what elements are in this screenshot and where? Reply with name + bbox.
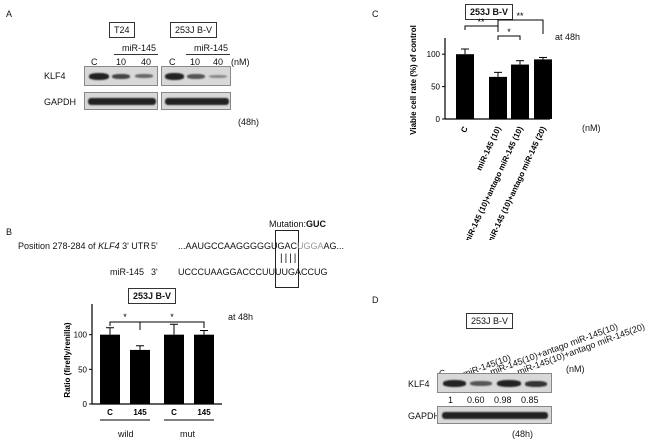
- panel-b-utr-seq-a: ...AAUGCCAAGGGGGUGAC: [178, 241, 298, 251]
- panel-a-blot-gapdh-253j: [161, 92, 231, 110]
- b-ytick-label-0: 0: [83, 400, 88, 409]
- panel-a-treat1-line: [114, 54, 158, 55]
- c-bar-1: [489, 76, 507, 119]
- panel-a-lane-5: 10: [190, 57, 201, 67]
- panel-b-at: at 48h: [228, 312, 254, 322]
- c-sig-bracket-1: [464, 25, 499, 32]
- panel-a-row-gapdh: GAPDH: [44, 97, 77, 107]
- panel-a-blot-gapdh-t24: [84, 92, 158, 110]
- panel-b-utr-seq: ...AAUGCCAAGGGGGUGACUGGAAG...: [178, 242, 344, 251]
- panel-a-blot-klf4-253j: [161, 66, 231, 86]
- panel-d-blot-klf4: [437, 373, 552, 393]
- b-ytick-label-1: 50: [78, 365, 87, 374]
- b-sig-bracket-2: [139, 321, 205, 330]
- panel-d-quant-1: 1: [448, 395, 454, 405]
- panel-a-treat1: miR-145: [122, 43, 157, 53]
- panel-a-time: (48h): [238, 117, 260, 127]
- panel-b-position-gene: KLF4: [98, 241, 120, 251]
- panel-d-unit: (nM): [566, 364, 585, 374]
- b-bar-2: [164, 334, 184, 404]
- b-bar-1: [130, 349, 150, 404]
- panel-a-blot-klf4-t24: [84, 66, 158, 86]
- panel-d-row-gapdh: GAPDH: [408, 411, 441, 421]
- c-ytick-label-0: 0: [436, 115, 441, 124]
- b-ytick-label-2: 100: [74, 331, 88, 340]
- b-sig-1: *: [123, 312, 127, 322]
- panel-b-mutation-label: Mutation:: [269, 219, 307, 229]
- panel-a-treat2-line: [186, 54, 230, 55]
- panel-b-utr-seq-c: AG...: [323, 241, 345, 251]
- b-bar-3: [194, 334, 214, 404]
- c-ytick-label-2: 100: [427, 50, 441, 59]
- panel-b-mir-name: miR-145: [110, 267, 145, 277]
- b-xtick-0: C: [107, 408, 113, 417]
- panel-d-row-klf4: KLF4: [408, 379, 430, 389]
- panel-a-cell-253j: 253J B-V: [170, 22, 218, 38]
- c-bar-0: [456, 54, 474, 120]
- panel-a-lane-4: C: [169, 57, 176, 67]
- c-sig-bracket-2: [497, 35, 521, 40]
- panel-a-unit: (nM): [231, 57, 250, 67]
- panel-c-at: at 48h: [555, 32, 581, 42]
- c-y-label: Viable cell rate (%) of control: [409, 25, 418, 135]
- b-sig-bracket-1: [109, 321, 141, 330]
- panel-d-quant-4: 0.85: [521, 395, 539, 405]
- panel-a-lane-1: C: [91, 57, 98, 67]
- b-sig-2: *: [170, 312, 174, 322]
- panel-c-letter: C: [372, 9, 379, 19]
- c-ytick-label-1: 50: [431, 83, 440, 92]
- b-bar-0: [100, 334, 120, 404]
- panel-d-blot-gapdh: [437, 406, 552, 424]
- c-sig-3: **: [516, 11, 524, 21]
- panel-a-lane-2: 10: [116, 57, 127, 67]
- b-xtick-2: C: [171, 408, 177, 417]
- c-sig-bracket-3: [497, 19, 544, 34]
- c-sig-1: **: [477, 17, 485, 27]
- panel-b-utr-seq-b: UGGA: [297, 241, 324, 251]
- panel-a-lane-3: 40: [141, 57, 152, 67]
- panel-b-mutation: Mutation:GUC: [269, 220, 326, 229]
- panel-a-treat2: miR-145: [194, 43, 229, 53]
- panel-b-mutation-seq: GUC: [306, 219, 327, 229]
- panel-d-letter: D: [372, 295, 379, 305]
- panel-b-chart-title: 253J B-V: [128, 288, 177, 304]
- panel-b-group-wild: wild: [118, 429, 134, 439]
- panel-d-time: (48h): [512, 429, 534, 439]
- b-xtick-1: 145: [133, 408, 147, 417]
- panel-b-position-suffix: 3' UTR: [119, 241, 150, 251]
- panel-b-letter: B: [6, 227, 13, 237]
- panel-c-title: 253J B-V: [465, 4, 514, 20]
- panel-b-utr-5prime: 5': [151, 241, 158, 251]
- panel-b-mir-3prime: 3': [151, 267, 158, 277]
- panel-c-unit: (nM): [582, 123, 601, 133]
- panel-b-mutation-box: [275, 230, 299, 288]
- panel-a-letter: A: [6, 9, 13, 19]
- panel-b-mir-seq: UCCCUAAGGACCCUUUUGACCUG: [178, 267, 328, 277]
- c-sig-2: *: [507, 27, 511, 37]
- panel-b-position-prefix: Position 278-284 of: [18, 241, 99, 251]
- panel-b-pairs: ||||: [280, 253, 299, 264]
- c-xtick-0: C: [459, 125, 470, 134]
- panel-a-cell-t24: T24: [109, 22, 135, 38]
- panel-a-lane-6: 40: [213, 57, 224, 67]
- c-bar-2: [511, 64, 529, 119]
- panel-d-quant-2: 0.60: [467, 395, 485, 405]
- panel-b-group-mut: mut: [180, 429, 196, 439]
- panel-d-lane-3: miR-145(10)+antago miR-145(10): [488, 321, 620, 377]
- panel-d-quant-3: 0.98: [494, 395, 512, 405]
- panel-d-cell: 253J B-V: [466, 313, 514, 329]
- b-xtick-3: 145: [197, 408, 211, 417]
- b-y-label: Ratio (firefly/renilla): [63, 322, 72, 397]
- panel-a-row-klf4: KLF4: [44, 71, 66, 81]
- c-bar-3: [534, 59, 552, 119]
- panel-b-position: Position 278-284 of KLF4 3' UTR: [18, 242, 150, 251]
